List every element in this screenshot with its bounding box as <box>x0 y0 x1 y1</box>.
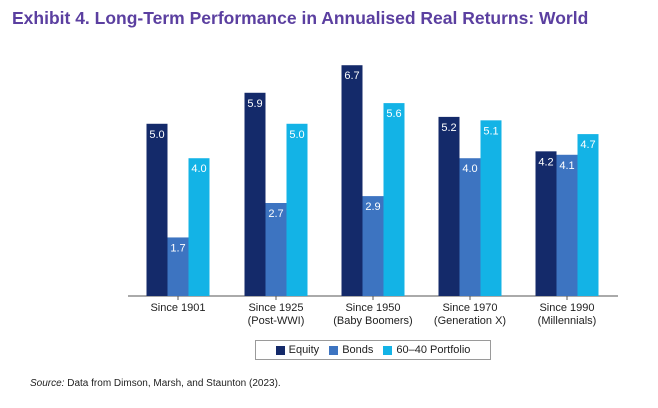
bar-value-label-bonds-0: 1.7 <box>170 242 185 254</box>
category-label-0-0: Since 1901 <box>150 302 205 314</box>
bar-bonds-3 <box>459 158 481 296</box>
legend-swatch-equity <box>275 345 285 355</box>
bar-value-label-60-40-portfolio-1: 5.0 <box>289 129 304 141</box>
chart-legend: Equity Bonds 60–40 Portfolio <box>255 340 491 360</box>
bar-value-label-equity-1: 5.9 <box>247 98 262 110</box>
bar-value-label-equity-2: 6.7 <box>344 70 359 82</box>
legend-label-equity: Equity <box>288 344 320 356</box>
bar-value-label-equity-4: 4.2 <box>538 156 553 168</box>
category-label-1-1: (Post-WWI) <box>248 315 305 327</box>
category-label-4-1: (Millennials) <box>538 315 597 327</box>
bar-bonds-0 <box>167 237 189 296</box>
bar-value-label-bonds-3: 4.0 <box>462 163 477 175</box>
category-label-3-0: Since 1970 <box>442 302 497 314</box>
bar-60-40-portfolio-0 <box>188 158 210 296</box>
legend-label-portfolio: 60–40 Portfolio <box>396 344 471 356</box>
category-label-4-0: Since 1990 <box>539 302 594 314</box>
bar-60-40-portfolio-2 <box>383 103 405 296</box>
legend-swatch-portfolio <box>383 345 393 355</box>
bar-value-label-60-40-portfolio-4: 4.7 <box>580 139 595 151</box>
legend-item-equity: Equity <box>275 344 320 356</box>
bar-value-label-equity-0: 5.0 <box>149 129 164 141</box>
legend-item-bonds: Bonds <box>329 344 373 356</box>
bar-value-label-equity-3: 5.2 <box>441 122 456 134</box>
bar-equity-0 <box>146 123 168 297</box>
bar-bonds-4 <box>556 154 578 296</box>
bar-60-40-portfolio-4 <box>577 134 599 296</box>
legend-swatch-bonds <box>329 345 339 355</box>
bar-equity-1 <box>244 92 266 297</box>
bar-value-label-60-40-portfolio-0: 4.0 <box>191 163 206 175</box>
bar-equity-2 <box>341 65 363 296</box>
bar-60-40-portfolio-1 <box>286 123 308 297</box>
bar-value-label-bonds-2: 2.9 <box>365 201 380 213</box>
bar-equity-4 <box>535 151 557 296</box>
category-label-2-0: Since 1950 <box>345 302 400 314</box>
category-label-3-1: (Generation X) <box>434 315 506 327</box>
legend-label-bonds: Bonds <box>342 344 374 356</box>
bar-60-40-portfolio-3 <box>480 120 502 296</box>
bar-equity-3 <box>438 116 460 296</box>
legend-item-portfolio: 60–40 Portfolio <box>383 344 470 356</box>
bar-bonds-1 <box>265 203 287 296</box>
bar-value-label-60-40-portfolio-3: 5.1 <box>483 125 498 137</box>
source-note: Source: Data from Dimson, Marsh, and Sta… <box>30 378 281 389</box>
bar-value-label-bonds-4: 4.1 <box>559 160 574 172</box>
chart-title: Exhibit 4. Long-Term Performance in Annu… <box>12 8 589 28</box>
bar-bonds-2 <box>362 196 384 296</box>
source-label: Source: <box>30 378 65 389</box>
source-text: Data from Dimson, Marsh, and Staunton (2… <box>64 378 281 389</box>
bar-value-label-60-40-portfolio-2: 5.6 <box>386 108 401 120</box>
category-label-2-1: (Baby Boomers) <box>333 315 412 327</box>
category-label-1-0: Since 1925 <box>248 302 303 314</box>
bar-value-label-bonds-1: 2.7 <box>268 208 283 220</box>
